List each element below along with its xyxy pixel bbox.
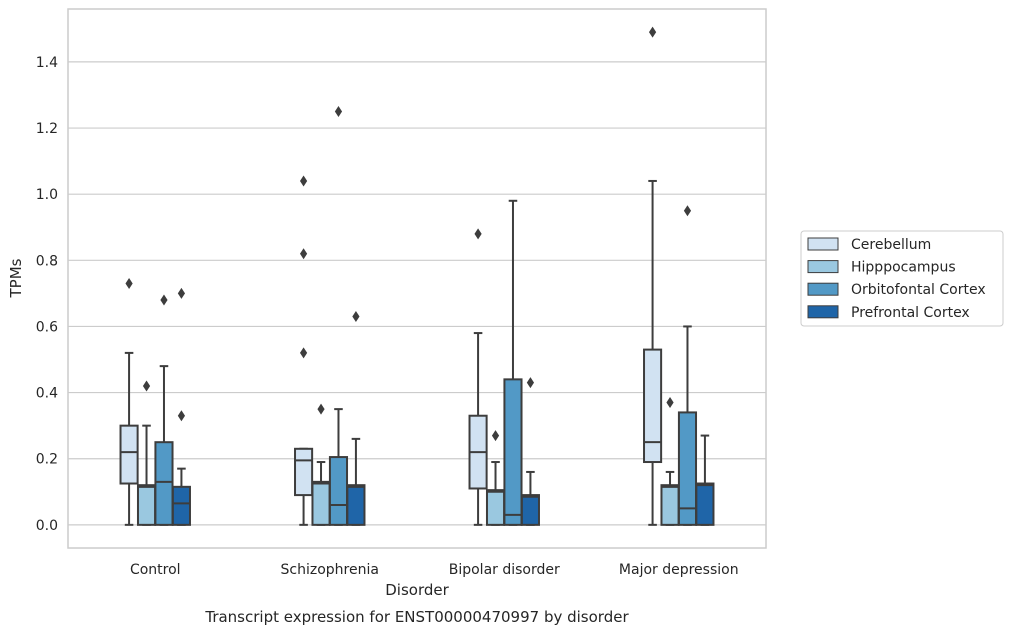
- x-tick-label: Bipolar disorder: [449, 562, 560, 578]
- box-iqr: [328, 456, 349, 526]
- box-iqr: [520, 494, 540, 526]
- box-iqr: [695, 482, 715, 526]
- box-orbitofontal-cortex: [154, 294, 174, 526]
- box-iqr: [643, 348, 663, 464]
- legend-label: Hipppocampus: [851, 260, 956, 276]
- box-hipppocampus: [311, 403, 331, 526]
- y-tick-labels: 0.0 0.2 0.4 0.6 0.8 1.0 1.2 1.4: [36, 55, 58, 534]
- y-axis-title: TPMs: [7, 258, 25, 298]
- x-axis-title: Disorder: [385, 581, 449, 599]
- x-tick-label: Schizophrenia: [281, 562, 379, 578]
- box-iqr: [503, 378, 523, 526]
- outlier-point: [317, 403, 325, 415]
- legend-swatch: [807, 237, 839, 251]
- outlier-point: [299, 175, 308, 187]
- outlier-point: [299, 347, 308, 359]
- x-tick-label: Major depression: [619, 562, 739, 578]
- y-tick-label: 0.0: [36, 518, 58, 534]
- box-iqr: [294, 447, 314, 497]
- box-cerebellum: [468, 228, 488, 526]
- box-iqr: [171, 485, 191, 526]
- box-orbitofontal-cortex: [503, 199, 523, 526]
- legend-label: Cerebellum: [851, 237, 931, 253]
- box-hipppocampus: [485, 430, 506, 526]
- outlier-point: [334, 106, 343, 118]
- box-cerebellum: [119, 277, 139, 526]
- box-iqr: [311, 480, 331, 526]
- outlier-point: [142, 380, 151, 392]
- legend-label: Prefrontal Cortex: [851, 305, 970, 321]
- outlier-point: [177, 410, 186, 422]
- legend-frame: [800, 230, 1004, 327]
- y-tick-label: 0.8: [36, 253, 58, 269]
- box-orbitofontal-cortex: [328, 106, 349, 526]
- box-iqr: [485, 489, 506, 526]
- outlier-point: [648, 26, 657, 38]
- y-tick-label: 1.2: [36, 121, 58, 137]
- box-prefrontal-cortex: [695, 434, 715, 526]
- legend: Cerebellum Hipppocampus Orbitofontal Corte…: [800, 230, 1004, 327]
- outlier-point: [299, 248, 308, 260]
- box-iqr: [119, 424, 139, 485]
- y-tick-label: 1.4: [36, 55, 58, 71]
- legend-swatch: [807, 282, 839, 296]
- y-tick-label: 1.0: [36, 187, 58, 203]
- legend-swatch: [807, 305, 839, 319]
- outlier-point: [683, 205, 692, 217]
- outlier-point: [125, 277, 133, 289]
- x-tick-labels: Control Schizophrenia Bipolar disorder Majo…: [130, 562, 739, 578]
- outlier-point: [352, 311, 360, 323]
- box-prefrontal-cortex: [520, 377, 540, 526]
- gridlines: [68, 61, 766, 526]
- box-cerebellum: [643, 26, 663, 526]
- outlier-point: [474, 228, 482, 240]
- outlier-point: [491, 430, 500, 442]
- box-prefrontal-cortex: [346, 311, 366, 526]
- outlier-point: [666, 397, 674, 409]
- box-hipppocampus: [660, 397, 680, 526]
- chart-caption: Transcript expression for ENST0000047099…: [204, 608, 629, 626]
- y-tick-label: 0.2: [36, 452, 58, 468]
- outlier-point: [160, 294, 168, 306]
- box-iqr: [136, 484, 157, 526]
- y-tick-label: 0.6: [36, 319, 58, 335]
- box-iqr: [660, 484, 680, 526]
- y-tick-label: 0.4: [36, 386, 58, 402]
- outlier-point: [526, 377, 535, 389]
- box-iqr: [154, 441, 174, 526]
- legend-swatch: [807, 260, 839, 274]
- x-tick-label: Control: [130, 562, 181, 578]
- box-hipppocampus: [136, 380, 157, 526]
- plot-frame: [67, 8, 767, 549]
- box-plot-marks: [119, 26, 715, 526]
- box-iqr: [677, 411, 698, 526]
- box-cerebellum: [294, 175, 314, 526]
- box-orbitofontal-cortex: [677, 205, 698, 526]
- box-prefrontal-cortex: [171, 287, 191, 526]
- outlier-point: [177, 287, 186, 299]
- legend-label: Orbitofontal Cortex: [851, 282, 986, 298]
- box-iqr: [346, 484, 366, 526]
